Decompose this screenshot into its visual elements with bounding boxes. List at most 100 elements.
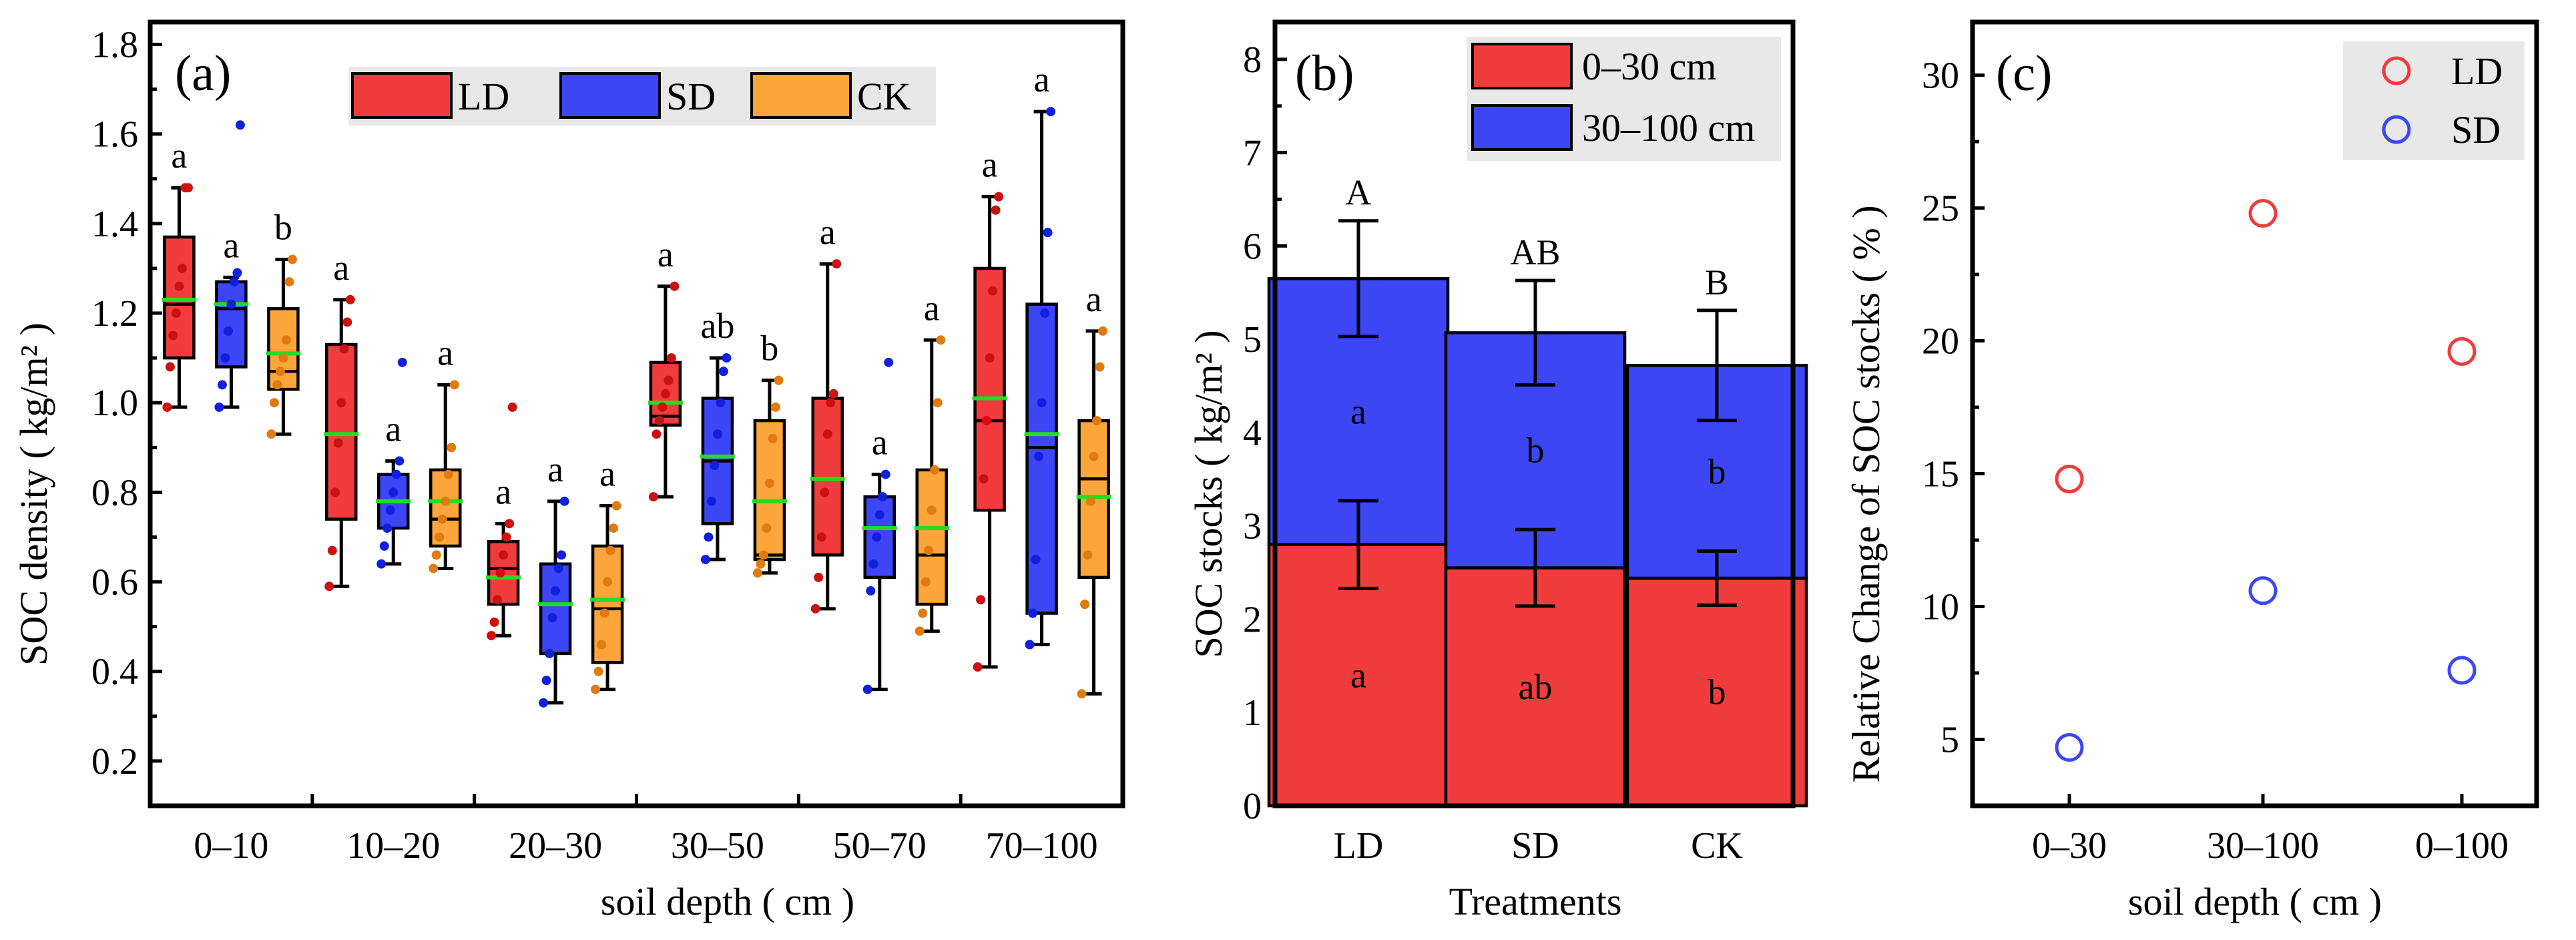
panel-c-label: (c) xyxy=(1996,45,2052,101)
significance-label-SD: a xyxy=(872,423,888,463)
legend-label-SD: SD xyxy=(666,75,716,118)
point-CK xyxy=(611,501,621,511)
point-SD xyxy=(706,496,716,506)
y-tick-label-c: 20 xyxy=(1922,321,1959,363)
point-CK xyxy=(1080,600,1090,610)
point-SD xyxy=(1040,308,1050,318)
point-LD xyxy=(2447,336,2477,366)
panel-b: (b) SOC stocks ( kg/m² ) Treatments 0 1 2 3… xyxy=(1187,19,1808,923)
y-tick-label-b: 3 xyxy=(1243,506,1262,547)
x-tick-label-b: SD xyxy=(1511,825,1559,867)
point-CK xyxy=(1092,416,1102,426)
panel-c: (c) Relative Change of SOC stocks ( % ) … xyxy=(1844,19,2539,923)
point-SD xyxy=(2248,576,2278,606)
point-CK xyxy=(1083,550,1093,560)
legend-swatch-CK xyxy=(750,72,852,119)
point-LD xyxy=(666,353,676,363)
y-tick-label-a: 1.6 xyxy=(91,114,138,156)
point-SD xyxy=(223,326,233,336)
point-SD xyxy=(710,461,720,471)
point-LD xyxy=(493,595,503,605)
point-SD xyxy=(389,487,399,497)
y-tick-label-a: 0.8 xyxy=(91,472,138,513)
point-LD xyxy=(336,398,346,408)
point-SD xyxy=(878,492,888,502)
point-SD xyxy=(868,559,878,569)
x-tick-label-a: 70–100 xyxy=(986,825,1098,867)
point-SD xyxy=(872,532,882,542)
significance-label-SD: a xyxy=(1034,59,1050,99)
point-CK xyxy=(431,550,441,560)
point-LD xyxy=(832,259,842,269)
point-SD xyxy=(553,563,563,573)
significance-label-CK: b xyxy=(760,328,778,369)
point-CK xyxy=(441,496,451,506)
x-tick-label-c: 0–30 xyxy=(2032,825,2107,867)
point-LD xyxy=(982,416,992,426)
box-CK xyxy=(429,468,462,548)
significance-label-CK: a xyxy=(1086,279,1102,319)
x-tick-label-a: 0–10 xyxy=(194,825,268,867)
point-CK xyxy=(764,478,774,488)
point-SD xyxy=(217,380,227,390)
significance-label-LD: a xyxy=(820,212,836,252)
point-CK xyxy=(287,254,297,264)
y-tick-label-b: 7 xyxy=(1243,133,1262,174)
point-LD xyxy=(183,183,193,193)
significance-label-LD: a xyxy=(171,136,187,176)
y-tick-label-b: 2 xyxy=(1243,599,1262,640)
point-CK xyxy=(447,443,457,453)
segment-label-30-100: b xyxy=(1527,431,1545,471)
point-LD xyxy=(658,402,668,412)
point-SD xyxy=(718,367,728,377)
point-CK xyxy=(429,563,439,573)
panel-b-ylabel: SOC stocks ( kg/m² ) xyxy=(1187,330,1230,658)
total-label: B xyxy=(1705,262,1729,302)
point-CK xyxy=(1095,362,1105,372)
box-CK xyxy=(753,419,786,561)
point-SD xyxy=(1028,608,1038,618)
point-CK xyxy=(924,545,934,555)
y-tick-label-b: 6 xyxy=(1243,226,1262,267)
point-LD xyxy=(985,353,995,363)
point-CK xyxy=(758,550,768,560)
plot-frame-b xyxy=(1272,19,1796,808)
point-SD xyxy=(862,684,872,694)
box-SD xyxy=(215,280,248,369)
x-tick-label-a: 10–20 xyxy=(346,825,440,867)
point-LD xyxy=(489,617,499,627)
legend-a: LD SD CK xyxy=(348,67,936,126)
significance-label-CK: a xyxy=(599,454,615,494)
point-CK xyxy=(269,398,279,408)
box-CK xyxy=(591,544,624,664)
significance-label-LD: a xyxy=(982,145,998,185)
significance-label-SD: ab xyxy=(700,306,734,346)
segment-label-30-100: a xyxy=(1350,392,1366,432)
y-tick-label-c: 10 xyxy=(1922,587,1959,628)
point-LD xyxy=(487,631,497,641)
point-SD xyxy=(1025,640,1035,650)
point-LD xyxy=(168,330,178,340)
point-SD xyxy=(551,585,561,596)
legend-c: LD SD xyxy=(2343,41,2525,160)
point-CK xyxy=(266,429,276,439)
point-LD xyxy=(973,662,983,672)
point-LD xyxy=(822,429,832,439)
point-CK xyxy=(275,367,285,377)
y-tick-label-a: 0.2 xyxy=(91,741,138,782)
point-LD xyxy=(499,550,509,560)
x-tick-label-c: 0–100 xyxy=(2415,825,2509,867)
point-CK xyxy=(278,353,288,363)
point-CK xyxy=(936,335,946,345)
y-tick-label-a: 1.8 xyxy=(91,25,138,66)
box-SD xyxy=(539,562,572,656)
point-SD xyxy=(385,505,395,515)
point-SD xyxy=(214,402,224,412)
x-tick-label-a: 30–50 xyxy=(671,825,764,867)
plot-frame-c xyxy=(1970,19,2539,808)
point-CK xyxy=(603,577,613,587)
point-SD xyxy=(220,353,230,363)
significance-label-LD: a xyxy=(495,471,511,511)
x-tick-label-b: CK xyxy=(1691,825,1743,867)
point-LD xyxy=(171,308,181,318)
